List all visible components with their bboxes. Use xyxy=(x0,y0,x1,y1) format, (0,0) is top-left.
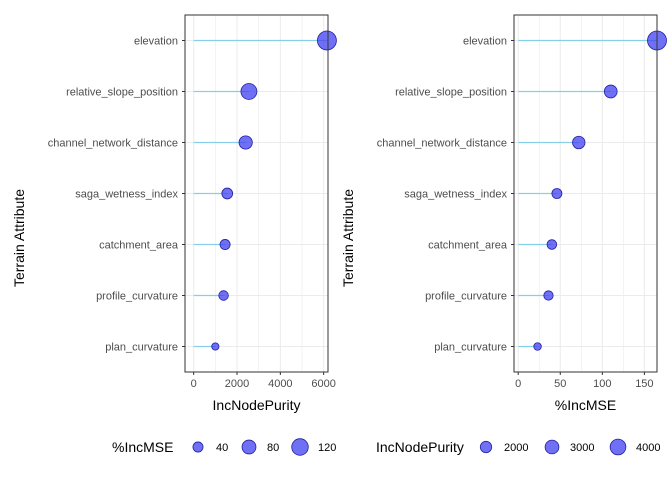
legend-key xyxy=(544,439,560,455)
data-point xyxy=(219,239,231,250)
data-point xyxy=(546,239,558,250)
legend-label: 40 xyxy=(216,442,228,454)
category-tick-label: relative_slope_position xyxy=(66,87,178,99)
data-point xyxy=(572,135,586,150)
data-point xyxy=(603,84,618,99)
data-point xyxy=(240,83,258,100)
category-tick-label: channel_network_distance xyxy=(48,138,178,150)
panel-border xyxy=(513,14,658,373)
y-axis-title: Terrain Attribute xyxy=(11,189,27,287)
chart-panel-1: elevation relative_slope_position channel_… xyxy=(11,14,337,456)
legend-label: 2000 xyxy=(504,442,528,454)
legend-key xyxy=(479,440,493,454)
data-point xyxy=(551,188,563,199)
category-tick-label: saga_wetness_index xyxy=(75,189,178,201)
x-tick-label: 100 xyxy=(593,378,611,390)
legend-key xyxy=(241,439,257,455)
category-tick-label: elevation xyxy=(463,36,507,48)
data-point xyxy=(543,290,554,301)
legend-label: 3000 xyxy=(570,442,594,454)
x-axis-title: %IncMSE xyxy=(555,397,616,413)
category-tick-label: plan_curvature xyxy=(434,342,507,354)
category-tick-label: profile_curvature xyxy=(96,291,178,303)
legend-key xyxy=(291,438,309,456)
category-tick-label: relative_slope_position xyxy=(395,87,507,99)
x-tick-label: 0 xyxy=(191,378,197,390)
x-tick-label: 50 xyxy=(554,378,566,390)
category-tick-label: plan_curvature xyxy=(105,342,178,354)
x-axis-title: IncNodePurity xyxy=(213,397,301,413)
data-point xyxy=(221,187,234,200)
category-tick-label: profile_curvature xyxy=(425,291,507,303)
data-point xyxy=(317,30,337,51)
category-tick-label: channel_network_distance xyxy=(377,138,507,150)
legend: %IncMSE 40 80 120 xyxy=(112,438,336,456)
data-point xyxy=(218,290,229,301)
legend-key xyxy=(192,441,204,453)
x-tick-label: 2000 xyxy=(225,378,249,390)
legend-label: 4000 xyxy=(636,442,660,454)
legend: IncNodePurity 2000 3000 4000 xyxy=(376,438,660,456)
panel-border xyxy=(184,14,329,373)
x-tick-label: 150 xyxy=(635,378,653,390)
x-tick-label: 6000 xyxy=(311,378,335,390)
data-point xyxy=(238,135,253,150)
y-axis-title: Terrain Attribute xyxy=(340,189,356,287)
category-tick-label: catchment_area xyxy=(428,240,508,252)
x-tick-label: 0 xyxy=(515,378,521,390)
legend-title: %IncMSE xyxy=(112,439,173,455)
legend-label: 120 xyxy=(318,442,336,454)
category-tick-label: catchment_area xyxy=(99,240,179,252)
legend-title: IncNodePurity xyxy=(376,439,464,455)
category-tick-label: elevation xyxy=(134,36,178,48)
chart-panel-2: elevation relative_slope_position channel_… xyxy=(340,14,667,456)
legend-key xyxy=(609,438,627,456)
x-tick-label: 4000 xyxy=(268,378,292,390)
data-point xyxy=(533,342,542,351)
legend-label: 80 xyxy=(267,442,279,454)
category-tick-label: saga_wetness_index xyxy=(404,189,507,201)
data-point xyxy=(211,342,220,351)
